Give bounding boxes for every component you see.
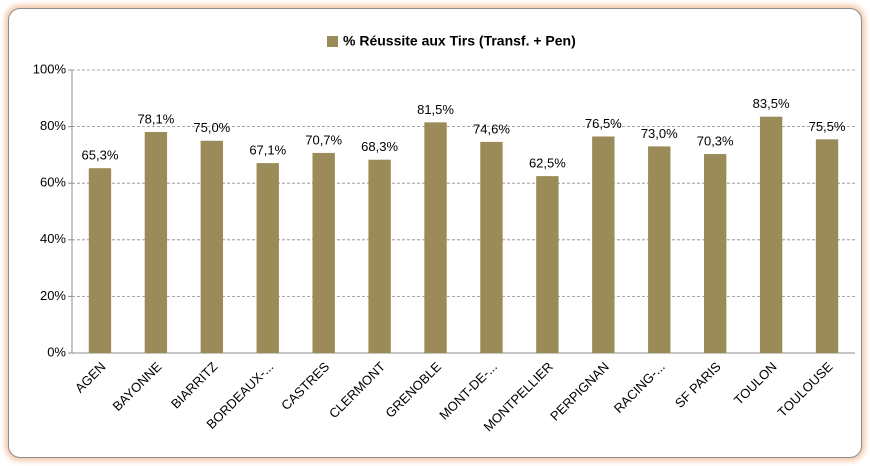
x-tick-label: CASTRES	[278, 359, 332, 413]
data-label: 68,3%	[361, 139, 398, 154]
bar	[144, 131, 168, 353]
bar	[703, 154, 727, 353]
x-tick-label: RACING-...	[611, 359, 668, 416]
x-tick-label: GRENOBLE	[382, 359, 444, 421]
x-tick-label: BAYONNE	[110, 359, 165, 414]
bar	[424, 122, 447, 353]
bar	[815, 139, 839, 353]
y-tick-label: 100%	[33, 61, 67, 76]
data-label: 74,6%	[473, 121, 510, 136]
data-label: 70,3%	[697, 133, 734, 148]
data-label: 78,1%	[137, 111, 174, 126]
y-tick-label: 20%	[40, 288, 66, 303]
y-tick-label: 0%	[47, 344, 66, 359]
y-tick-label: 40%	[40, 231, 66, 246]
bar	[312, 152, 335, 353]
x-tick-label: PERPIGNAN	[547, 359, 612, 424]
x-tick-label: TOULOUSE	[775, 359, 836, 420]
y-tick-label: 60%	[40, 175, 66, 190]
data-label: 75,5%	[809, 119, 846, 134]
y-tick-label: 80%	[40, 118, 66, 133]
x-tick-label: TOULON	[731, 359, 780, 408]
bar	[368, 159, 391, 353]
data-label: 67,1%	[249, 143, 286, 158]
legend-swatch	[327, 36, 338, 47]
x-tick-label: CLERMONT	[326, 359, 388, 421]
bar	[256, 163, 279, 353]
data-label: 70,7%	[305, 132, 342, 147]
data-label: 83,5%	[753, 96, 790, 111]
legend-label: % Réussite aux Tirs (Transf. + Pen)	[343, 33, 576, 49]
bar	[592, 136, 615, 353]
data-label: 62,5%	[529, 156, 566, 171]
bar	[648, 146, 671, 353]
data-label: 73,0%	[641, 126, 678, 141]
bar	[536, 176, 559, 353]
data-label: 75,0%	[193, 120, 230, 135]
data-label: 81,5%	[417, 102, 454, 117]
x-tick-label: AGEN	[72, 359, 109, 396]
data-label: 65,3%	[82, 148, 119, 163]
bar	[200, 140, 224, 353]
bar	[88, 168, 112, 353]
bar	[759, 116, 783, 353]
data-label: 76,5%	[585, 116, 622, 131]
x-tick-label: BIARRITZ	[168, 359, 221, 412]
bar	[480, 141, 503, 353]
x-tick-label: SF PARIS	[672, 359, 724, 411]
